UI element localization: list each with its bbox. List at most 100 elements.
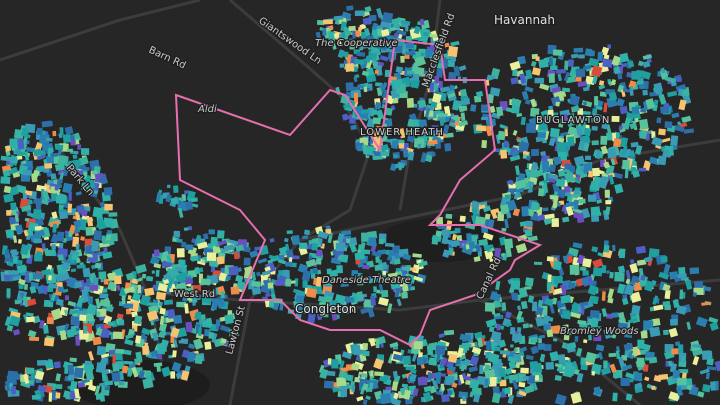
building [104,386,110,391]
building [524,168,532,179]
building [563,332,570,341]
building [338,360,345,371]
building [525,220,533,228]
building [72,154,78,160]
building [469,391,474,398]
building [616,98,625,107]
poi-label: The Cooperative [315,38,398,49]
building [277,275,287,286]
building [393,20,399,28]
building [196,323,201,334]
building [591,113,600,123]
building [84,312,95,323]
building [617,356,625,366]
building [549,127,560,138]
building [391,79,401,89]
building [138,370,145,379]
building [530,98,537,108]
building [288,257,293,262]
building [491,112,501,120]
building [458,65,467,72]
building [434,75,440,84]
building [632,347,638,356]
building [4,273,11,281]
building [322,28,327,36]
building [114,348,125,354]
building [548,73,555,83]
building [18,239,22,244]
building [505,199,518,212]
building [183,227,189,231]
building [42,324,49,334]
building [686,384,693,391]
building [609,271,614,279]
building [518,286,528,299]
building [516,112,523,118]
building [631,304,641,315]
building [74,281,83,289]
building [692,355,700,366]
building [12,328,21,336]
building [573,155,586,166]
building [306,305,315,311]
building [50,152,58,157]
building [65,295,69,301]
building [11,386,17,395]
building [548,105,554,111]
building [450,118,456,124]
building [26,211,35,218]
building [578,198,586,204]
building [400,55,405,63]
building [188,296,193,301]
building [622,364,633,371]
building [192,284,202,292]
building [323,380,334,389]
building [69,357,77,363]
building [540,156,545,162]
building [146,310,159,322]
building [664,145,673,151]
building [653,82,664,93]
building [493,369,500,378]
building [520,300,528,310]
building [604,189,610,198]
building [662,283,671,292]
building [410,368,417,375]
building [620,377,630,386]
building [216,298,226,308]
building [567,119,577,127]
building [422,132,431,139]
building [183,190,189,195]
building [159,307,166,315]
building [642,89,648,96]
building [524,86,534,93]
poi-label: Daneside Theatre [322,275,411,286]
building [555,101,560,107]
building [113,275,122,285]
building [116,284,121,291]
building [437,225,447,229]
building [484,378,489,386]
building [684,279,693,290]
building [354,251,366,261]
building [362,17,372,26]
building [682,115,692,123]
building [285,243,290,251]
building [675,305,687,315]
building [486,247,496,253]
building [360,108,370,115]
building [8,166,19,175]
building [85,226,94,236]
building [619,52,630,63]
building [195,333,204,339]
building [100,329,110,338]
building [627,317,638,324]
building [630,141,639,148]
building [537,299,544,307]
building [460,398,467,404]
building [225,275,231,280]
building [330,39,337,50]
building [564,163,572,171]
building [325,370,336,377]
